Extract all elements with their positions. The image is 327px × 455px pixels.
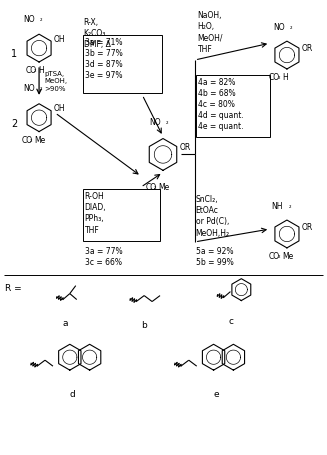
Text: NaOH,
H₂O,
MeOH/
THF: NaOH, H₂O, MeOH/ THF xyxy=(198,11,223,54)
Text: OR: OR xyxy=(302,44,313,52)
Text: pTSA,
MeOH,
>90%: pTSA, MeOH, >90% xyxy=(44,71,67,92)
Text: 3a = 71%
3b = 77%
3d = 87%
3e = 97%: 3a = 71% 3b = 77% 3d = 87% 3e = 97% xyxy=(85,38,122,80)
Text: R-X,
K₂CO₃
DMF, Δ: R-X, K₂CO₃ DMF, Δ xyxy=(84,18,111,50)
Text: e: e xyxy=(214,389,219,398)
Bar xyxy=(83,36,162,94)
Text: ₂: ₂ xyxy=(278,254,281,259)
Text: 2: 2 xyxy=(11,118,18,128)
Text: CO: CO xyxy=(21,136,32,145)
Text: OH: OH xyxy=(54,104,66,113)
Text: 5a = 92%
5b = 99%: 5a = 92% 5b = 99% xyxy=(196,246,233,266)
Text: Me: Me xyxy=(34,136,45,145)
Text: R =: R = xyxy=(5,283,22,292)
Text: CO: CO xyxy=(269,73,280,82)
Text: d: d xyxy=(70,389,76,398)
Text: NO: NO xyxy=(23,15,35,24)
Text: ₂: ₂ xyxy=(40,86,43,91)
Text: CO: CO xyxy=(145,182,156,192)
Text: OR: OR xyxy=(302,222,313,231)
Text: CO: CO xyxy=(25,66,36,75)
Text: ₂: ₂ xyxy=(34,68,37,73)
Text: a: a xyxy=(62,319,68,328)
Text: ₂: ₂ xyxy=(30,138,33,143)
Text: b: b xyxy=(141,321,147,330)
Text: Me: Me xyxy=(282,252,293,261)
Text: c: c xyxy=(229,317,234,326)
Text: NO: NO xyxy=(149,118,161,127)
Text: ₂: ₂ xyxy=(278,75,281,80)
Text: NH: NH xyxy=(271,201,283,210)
Text: NO: NO xyxy=(273,23,285,32)
Text: NO: NO xyxy=(23,84,35,93)
Text: Me: Me xyxy=(158,182,169,192)
Text: ₂: ₂ xyxy=(154,184,157,189)
Text: R-OH
DIAD,
PPh₃,
THF: R-OH DIAD, PPh₃, THF xyxy=(85,192,106,234)
Text: H: H xyxy=(38,66,44,75)
Text: 4a = 82%
4b = 68%
4c = 80%
4d = quant.
4e = quant.: 4a = 82% 4b = 68% 4c = 80% 4d = quant. 4… xyxy=(198,78,244,131)
Text: H: H xyxy=(282,73,288,82)
Text: ₂: ₂ xyxy=(166,120,168,125)
Text: 1: 1 xyxy=(11,49,17,59)
Text: CO: CO xyxy=(269,252,280,261)
Bar xyxy=(196,76,270,137)
Text: SnCl₂,
EtOAc
or Pd(C),
MeOH,H₂: SnCl₂, EtOAc or Pd(C), MeOH,H₂ xyxy=(196,195,230,237)
Text: 3a = 77%
3c = 66%: 3a = 77% 3c = 66% xyxy=(85,246,122,266)
Text: ₂: ₂ xyxy=(289,203,291,208)
Bar xyxy=(83,190,160,242)
Text: ₂: ₂ xyxy=(290,25,292,30)
Text: OH: OH xyxy=(54,35,66,44)
Text: ₂: ₂ xyxy=(40,17,43,22)
Text: OR: OR xyxy=(180,143,191,152)
